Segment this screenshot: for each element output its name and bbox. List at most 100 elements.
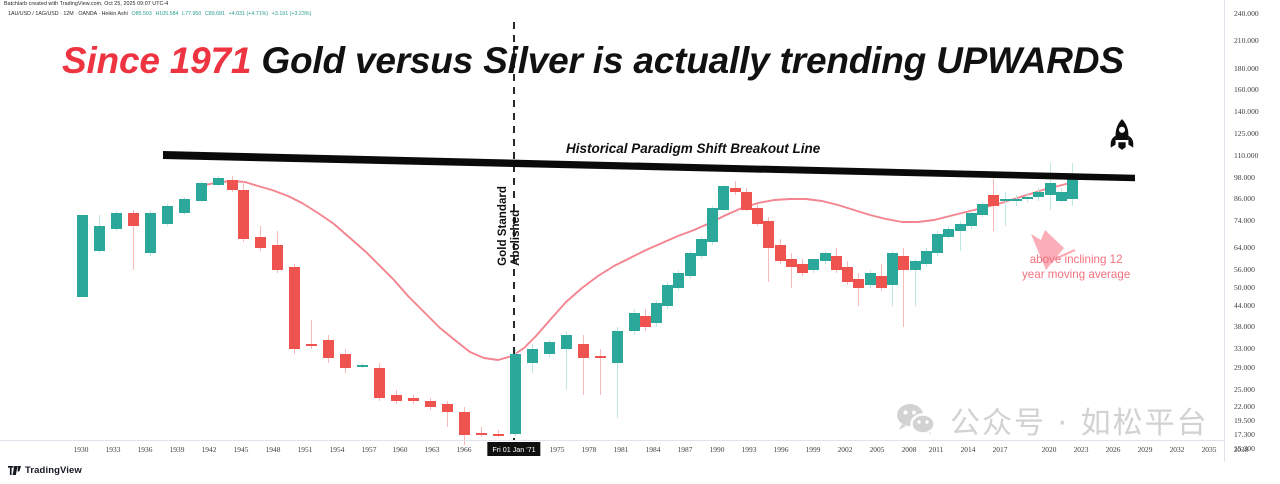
time-axis-tick: 2029 — [1137, 445, 1153, 454]
candle-wick — [481, 427, 482, 437]
candle-body — [425, 401, 436, 407]
ma-callout-arrow — [1031, 230, 1076, 270]
watermark: 公众号 · 如松平台 — [896, 398, 1209, 442]
candle-body — [544, 342, 555, 354]
candle-body — [196, 182, 207, 201]
candle-body — [831, 255, 842, 270]
time-axis-tick: 1990 — [709, 445, 725, 454]
candle-body — [730, 188, 741, 192]
time-axis-tick: 1999 — [805, 445, 821, 454]
price-axis[interactable]: 240.000 210.000 180.000 160.000 140.000 125.0… — [1228, 0, 1280, 462]
candle-wick — [583, 335, 584, 396]
candle-wick — [903, 248, 904, 327]
price-axis-tick: 17.300 — [1234, 430, 1255, 439]
moving-average-path — [199, 180, 1075, 361]
candle-body — [898, 255, 909, 270]
time-axis-tick: 1978 — [581, 445, 597, 454]
title-rest: Gold versus Silver is actually trending … — [261, 40, 1124, 81]
candle-body — [865, 272, 876, 285]
candle-body — [272, 245, 283, 270]
change-absolute: +4.031 (+4.71%) — [228, 11, 269, 17]
candle-body — [741, 191, 752, 210]
candle-body — [238, 189, 249, 240]
price-axis-tick: 98.000 — [1234, 173, 1255, 182]
tradingview-logo-text: TradingView — [25, 465, 82, 476]
candle-body — [1056, 191, 1067, 201]
time-axis-tick: 2032 — [1169, 445, 1185, 454]
change-percent: +3.191 (+3.23%) — [271, 11, 312, 17]
candle-body — [651, 302, 662, 324]
candle-wick — [311, 319, 312, 349]
high-value: H105.584 — [155, 11, 179, 17]
candle-body — [707, 207, 718, 243]
breakout-line-shape[interactable] — [163, 151, 1135, 182]
candle-wick — [858, 272, 859, 306]
candle-body — [77, 215, 88, 297]
price-axis-tick: 33.000 — [1234, 344, 1255, 353]
time-axis[interactable]: 1930 1933 1936 1939 1942 1945 1948 1951 1954 1957… — [0, 440, 1248, 462]
time-axis-tick: 1942 — [201, 445, 217, 454]
candle-body — [910, 261, 921, 270]
candle-body — [357, 365, 368, 368]
candle-body — [391, 395, 402, 402]
price-axis-tick: 15.300 — [1234, 444, 1255, 453]
breakout-trendline[interactable] — [0, 22, 1224, 440]
breakout-line-label: Historical Paradigm Shift Breakout Line — [566, 141, 821, 156]
candle-body — [1067, 178, 1078, 199]
candle-body — [786, 258, 797, 268]
candle-body — [323, 339, 334, 359]
time-axis-tick: 2011 — [928, 445, 944, 454]
candle-wick — [600, 349, 601, 396]
time-axis-tick: 1984 — [645, 445, 661, 454]
ma-note-line1: above inclining 12 — [1029, 253, 1123, 266]
candle-body — [955, 223, 966, 232]
price-axis-tick: 74.000 — [1234, 216, 1255, 225]
chart-credit-text: Batchlarb created with TradingView.com, … — [4, 1, 169, 7]
symbol-label[interactable]: 1AU/USD / 1AG/USD · 12M · OANDA · Heikin… — [8, 11, 128, 17]
candle-body — [752, 207, 763, 224]
price-axis-tick: 240.000 — [1234, 9, 1259, 18]
chart-plot-area[interactable] — [0, 22, 1224, 446]
time-axis-marker-badge[interactable]: Fri 01 Jan '71 — [487, 442, 541, 456]
candle-body — [1011, 199, 1022, 201]
tradingview-branding[interactable]: TradingView — [8, 465, 82, 476]
candle-body — [808, 258, 819, 270]
time-axis-tick: 1975 — [549, 445, 565, 454]
candle-wick — [791, 253, 792, 288]
candle-body — [887, 253, 898, 285]
candle-body — [476, 432, 487, 435]
time-axis-tick: 2038 — [1233, 445, 1249, 454]
candle-body — [1045, 182, 1056, 196]
candle-wick — [1005, 191, 1006, 227]
time-axis-tick: 2005 — [869, 445, 885, 454]
price-axis-tick: 38.000 — [1234, 322, 1255, 331]
time-axis-tick: 2017 — [992, 445, 1008, 454]
candle-body — [527, 349, 538, 363]
time-axis-tick: 1951 — [297, 445, 313, 454]
time-axis-tick: 2035 — [1201, 445, 1217, 454]
candle-body — [775, 245, 786, 262]
price-axis-tick: 210.000 — [1234, 36, 1259, 45]
candle-body — [876, 275, 887, 288]
candle-body — [629, 312, 640, 332]
candle-body — [763, 221, 774, 248]
page-title: Since 1971 Gold versus Silver is actuall… — [62, 40, 1124, 82]
candle-body — [943, 228, 954, 237]
candle-body — [662, 284, 673, 306]
time-axis-tick: 2014 — [960, 445, 976, 454]
title-highlight: Since 1971 — [62, 40, 252, 81]
candle-body — [374, 368, 385, 399]
price-axis-tick: 44.000 — [1234, 301, 1255, 310]
axis-divider — [1224, 0, 1225, 462]
close-value: C89.681 — [204, 11, 225, 17]
time-axis-tick: 2020 — [1041, 445, 1057, 454]
candle-wick — [133, 209, 134, 270]
callout-arrow-tail — [1047, 248, 1076, 264]
time-axis-tick: 1945 — [233, 445, 249, 454]
time-axis-tick: 2008 — [901, 445, 917, 454]
candle-body — [932, 234, 943, 254]
candle-body — [673, 272, 684, 288]
time-axis-tick: 1966 — [456, 445, 472, 454]
price-axis-tick: 125.000 — [1234, 129, 1259, 138]
